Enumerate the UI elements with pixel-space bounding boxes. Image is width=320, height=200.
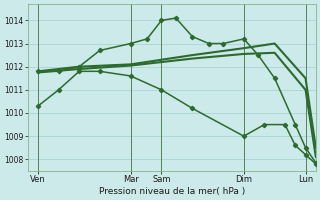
X-axis label: Pression niveau de la mer( hPa ): Pression niveau de la mer( hPa ) bbox=[99, 187, 245, 196]
